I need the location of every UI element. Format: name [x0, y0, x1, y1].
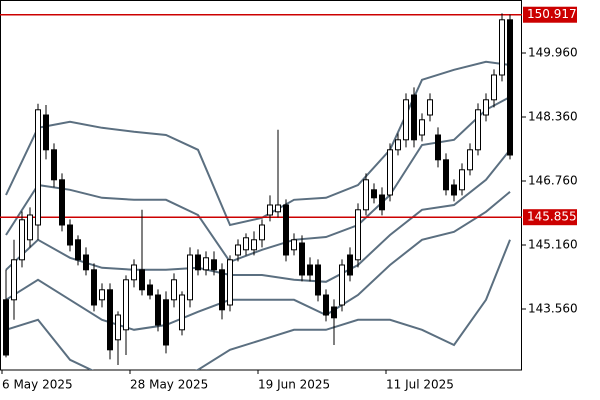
candle-body — [235, 244, 241, 256]
price-label: 145.855 — [527, 210, 577, 224]
candle-body — [243, 237, 249, 251]
candle-body — [419, 119, 425, 136]
y-tick-label: 146.760 — [528, 174, 578, 188]
candle-body — [99, 289, 105, 301]
candle-body — [491, 74, 497, 101]
candle-body — [355, 209, 361, 261]
candle-body — [507, 19, 513, 156]
plot-frame — [0, 0, 522, 371]
x-tick-label: 11 Jul 2025 — [386, 378, 454, 392]
price-label: 150.917 — [527, 7, 577, 21]
candle-body — [339, 264, 345, 306]
candle-body — [67, 224, 73, 246]
candle-body — [147, 284, 153, 296]
bollinger-band — [5, 191, 511, 331]
candle-body — [107, 289, 113, 351]
candle-body — [387, 149, 393, 196]
candle-body — [27, 214, 33, 241]
candle-body — [43, 114, 49, 151]
candle-body — [123, 279, 129, 331]
candle-body — [291, 239, 297, 251]
candle-body — [219, 269, 225, 311]
candle-body — [395, 139, 401, 151]
candle-body — [35, 109, 41, 226]
candle-body — [347, 254, 353, 276]
axes: 149.960 148.360 146.760 145.160 143.560 6 May… — [1, 6, 578, 392]
candle-body — [427, 99, 433, 116]
candle-body — [451, 184, 457, 196]
candle-body — [11, 259, 17, 301]
candle-body — [435, 134, 441, 161]
candle-body — [475, 109, 481, 151]
candle-body — [3, 299, 9, 356]
candle-body — [131, 264, 137, 281]
candle-body — [139, 269, 145, 291]
candle-body — [307, 264, 313, 276]
candle-body — [179, 294, 185, 331]
candle-body — [19, 219, 25, 261]
candle-body — [283, 204, 289, 256]
candle-body — [163, 299, 169, 346]
price-label-box — [523, 209, 577, 226]
bollinger-band — [5, 149, 511, 283]
candle-body — [75, 239, 81, 261]
candle-body — [203, 257, 209, 271]
candle-body — [251, 239, 257, 251]
y-tick-label: 148.360 — [528, 110, 578, 124]
candle-body — [331, 306, 337, 319]
candle-body — [459, 169, 465, 191]
candle-body — [171, 279, 177, 301]
y-tick-label: 143.560 — [528, 302, 578, 316]
candle-body — [443, 159, 449, 191]
candle-body — [467, 149, 473, 171]
price-label-box — [523, 6, 577, 23]
candle-body — [227, 259, 233, 306]
candle-body — [187, 254, 193, 301]
bollinger-band — [5, 96, 511, 264]
candle-body — [115, 314, 121, 341]
candle-body — [83, 254, 89, 271]
y-tick-label: 145.160 — [528, 238, 578, 252]
candle-body — [51, 149, 57, 181]
candle-body — [403, 99, 409, 141]
candle-body — [323, 294, 329, 316]
candle-body — [411, 94, 417, 141]
plot-area — [0, 13, 522, 370]
candle-body — [91, 269, 97, 306]
candle-body — [499, 19, 505, 76]
candle-body — [267, 204, 273, 216]
candle-body — [371, 189, 377, 199]
y-tick-label: 149.960 — [528, 46, 578, 60]
candle-body — [275, 204, 281, 213]
candle-body — [211, 259, 217, 271]
candle-body — [59, 179, 65, 226]
bollinger-band — [5, 239, 511, 370]
candle-body — [259, 224, 265, 241]
candle-body — [483, 99, 489, 116]
candle-body — [315, 264, 321, 296]
x-tick-label: 19 Jun 2025 — [258, 378, 330, 392]
x-tick-label: 28 May 2025 — [130, 378, 208, 392]
candle-body — [299, 242, 305, 276]
candle-body — [379, 194, 385, 211]
candle-body — [195, 254, 201, 271]
candle-body — [363, 179, 369, 211]
candle-body — [155, 294, 161, 326]
x-tick-label: 6 May 2025 — [2, 378, 73, 392]
